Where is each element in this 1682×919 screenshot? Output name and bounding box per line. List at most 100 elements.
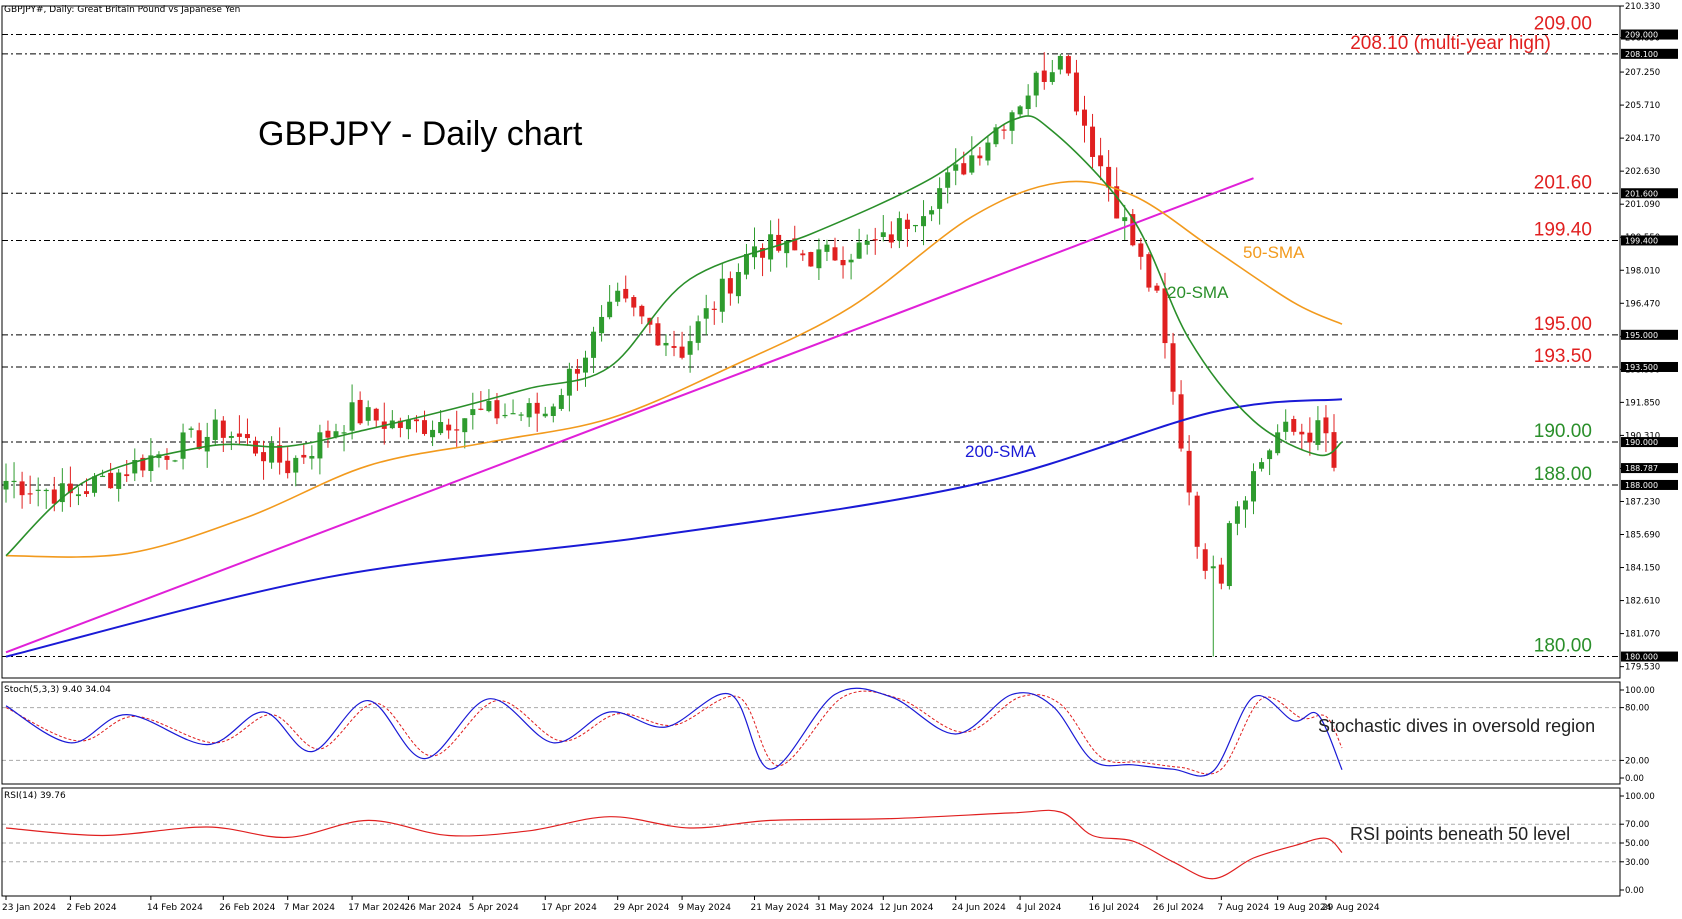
y-tick-label: 202.630 xyxy=(1625,167,1660,177)
level-price-tag-text: 199.400 xyxy=(1625,236,1658,245)
level-label: 195.00 xyxy=(1534,314,1592,335)
stochastic-pane xyxy=(2,687,1620,777)
stoch-header: Stoch(5,3,3) 9.40 34.04 xyxy=(4,685,111,695)
bullish-candle xyxy=(937,188,943,209)
pane-frame xyxy=(1,681,1621,785)
bullish-candle xyxy=(470,409,476,416)
bullish-candle xyxy=(204,436,210,452)
bullish-candle xyxy=(75,494,81,497)
x-tick-label: 19 Aug 2024 xyxy=(1274,903,1332,913)
level-price-tag xyxy=(1621,479,1678,490)
bullish-candle xyxy=(953,164,959,171)
bullish-candle xyxy=(985,142,991,161)
bullish-candle xyxy=(1025,95,1031,110)
bearish-candle xyxy=(27,493,33,495)
bullish-candle xyxy=(180,432,186,459)
current-price-tag xyxy=(1621,463,1678,474)
bearish-candle xyxy=(140,457,146,471)
bearish-candle xyxy=(1202,549,1208,571)
bearish-candle xyxy=(1218,564,1224,584)
bearish-candle xyxy=(1041,70,1047,82)
chart-info: GBPJPY#, Daily: Great Britain Pound vs J… xyxy=(4,5,240,15)
y-tick-label: 205.710 xyxy=(1625,101,1660,111)
level-label: 201.60 xyxy=(1534,172,1592,193)
bullish-candle xyxy=(607,301,613,318)
bearish-candle xyxy=(1299,431,1305,435)
level-label: 209.00 xyxy=(1534,14,1592,35)
bullish-candle xyxy=(1009,112,1015,131)
bullish-candle xyxy=(912,224,918,227)
bullish-candle xyxy=(550,406,556,417)
level-label: 188.00 xyxy=(1534,464,1592,485)
level-price-tag-text: 195.000 xyxy=(1625,331,1658,340)
bullish-candle xyxy=(1049,72,1055,82)
y-tick-label: 184.150 xyxy=(1625,564,1660,574)
bearish-candle xyxy=(977,155,983,159)
rsi-header: RSI(14) 39.76 xyxy=(4,791,66,801)
x-tick-label: 7 Aug 2024 xyxy=(1217,903,1269,913)
bearish-candle xyxy=(1194,495,1200,547)
bullish-candle xyxy=(3,480,9,490)
bullish-candle xyxy=(341,432,347,434)
bearish-candle xyxy=(1154,285,1160,291)
x-tick-label: 5 Apr 2024 xyxy=(469,903,519,913)
bullish-candle xyxy=(59,483,65,503)
stoch-signal-line xyxy=(5,690,1343,775)
x-tick-label: 17 Apr 2024 xyxy=(541,903,597,913)
bullish-candle xyxy=(1057,55,1063,70)
bullish-candle xyxy=(784,240,790,254)
bullish-candle xyxy=(462,418,468,433)
bearish-candle xyxy=(67,483,73,494)
bearish-candle xyxy=(832,247,838,261)
level-price-tag xyxy=(1621,29,1678,40)
bullish-candle xyxy=(695,321,701,343)
y-tick-label: 190.310 xyxy=(1625,431,1660,441)
bullish-candle xyxy=(824,244,830,252)
bearish-candle xyxy=(1291,419,1297,432)
bullish-candle xyxy=(317,432,323,459)
x-tick-label: 4 Jul 2024 xyxy=(1016,903,1061,913)
bullish-candle xyxy=(929,210,935,215)
bullish-candle xyxy=(212,419,218,440)
level-price-tag xyxy=(1621,48,1678,59)
y-tick-label: 187.230 xyxy=(1625,497,1660,507)
bearish-candle xyxy=(397,420,403,428)
sma200-label: 200-SMA xyxy=(965,442,1037,461)
bearish-candle xyxy=(413,419,419,422)
bullish-candle xyxy=(518,414,524,416)
level-label: 193.50 xyxy=(1534,346,1592,367)
stoch-main-line xyxy=(5,687,1343,777)
y-tick-label: 204.170 xyxy=(1625,134,1660,144)
bearish-candle xyxy=(1186,450,1192,493)
stoch-note: Stochastic dives in oversold region xyxy=(1318,716,1595,736)
trendline xyxy=(5,177,1254,654)
bearish-candle xyxy=(1138,243,1144,257)
y-tick-label: 179.530 xyxy=(1625,663,1660,673)
bullish-candle xyxy=(430,429,436,438)
bullish-candle xyxy=(1283,421,1289,432)
bearish-candle xyxy=(1170,343,1176,392)
bullish-candle xyxy=(1315,420,1321,445)
bullish-candle xyxy=(269,442,275,463)
bullish-candle xyxy=(1122,217,1128,222)
stoch-tick-label: 0.00 xyxy=(1625,774,1644,784)
bullish-candle xyxy=(1234,506,1240,524)
bullish-candle xyxy=(486,401,492,412)
level-price-tag-text: 201.600 xyxy=(1625,189,1658,198)
bullish-candle xyxy=(993,127,999,145)
bearish-candle xyxy=(253,440,258,454)
bearish-candle xyxy=(277,445,283,463)
bearish-candle xyxy=(679,346,685,358)
stoch-tick-label: 80.00 xyxy=(1625,704,1649,714)
x-tick-label: 29 Aug 2024 xyxy=(1322,903,1380,913)
bullish-candle xyxy=(1267,450,1273,460)
bullish-candle xyxy=(43,489,49,492)
pane-frame xyxy=(1,787,1621,897)
x-tick-label: 31 May 2024 xyxy=(815,903,874,913)
bullish-candle xyxy=(1275,432,1281,454)
y-tick-label: 207.250 xyxy=(1625,68,1660,78)
bearish-candle xyxy=(220,420,226,438)
bullish-candle xyxy=(309,456,315,459)
bearish-candle xyxy=(1082,109,1087,126)
